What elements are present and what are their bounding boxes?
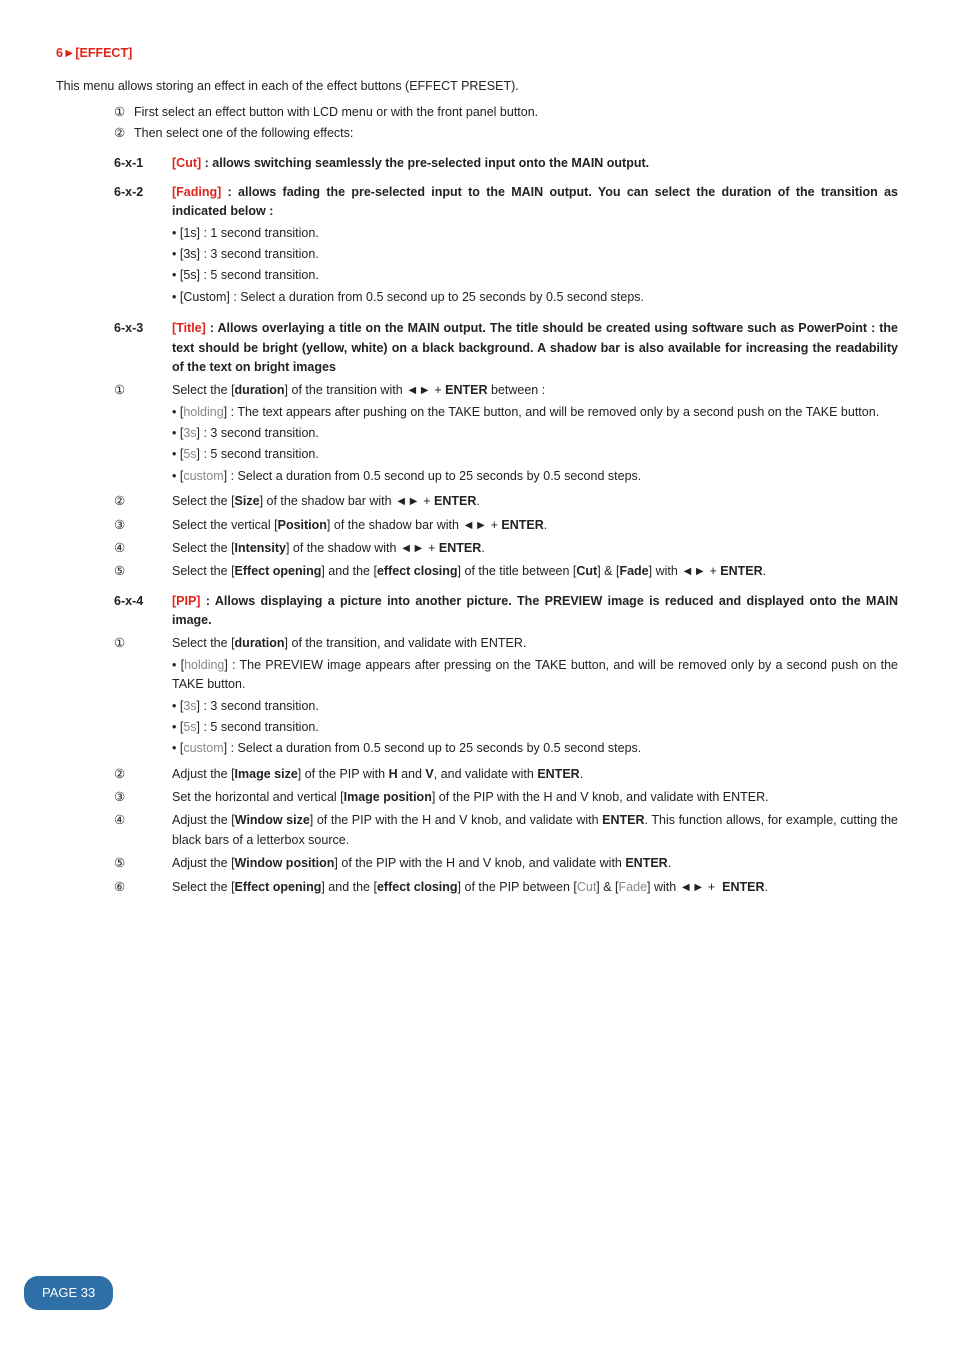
t-s1-mid: ] of the transition with ◄► + (285, 383, 446, 397)
page-badge: PAGE 33 (24, 1276, 113, 1310)
title-key: 6-x-3 (114, 319, 172, 377)
t-b2: • [3s] : 3 second transition. (172, 424, 898, 443)
pip-step3-num: ③ (114, 788, 172, 807)
top-step-list: ①First select an effect button with LCD … (56, 103, 898, 144)
title-title: [Title] (172, 321, 206, 335)
title-step5-num: ⑤ (114, 562, 172, 581)
title-step1-num: ① (114, 381, 172, 488)
t-s1-enter: ENTER (445, 383, 487, 397)
pip-key: 6-x-4 (114, 592, 172, 631)
pip-step3: ③ Set the horizontal and vertical [Image… (56, 788, 898, 807)
pip-step4-num: ④ (114, 811, 172, 850)
fading-body: : allows fading the pre-selected input t… (172, 185, 898, 218)
subsection-fading: 6-x-2 [Fading] : allows fading the pre-s… (56, 183, 898, 309)
subsection-pip: 6-x-4 [PIP] : Allows displaying a pictur… (56, 592, 898, 631)
fading-b2: • [3s] : 3 second transition. (172, 245, 898, 264)
circled-2: ② (114, 124, 134, 143)
circled-1: ① (114, 103, 134, 122)
top-step-1: First select an effect button with LCD m… (134, 103, 538, 122)
intro-text: This menu allows storing an effect in ea… (56, 77, 898, 96)
title-step3-num: ③ (114, 516, 172, 535)
title-step5: ⑤ Select the [Effect opening] and the [e… (56, 562, 898, 581)
t-s1-post: between : (488, 383, 546, 397)
pip-step4: ④ Adjust the [Window size] of the PIP wi… (56, 811, 898, 850)
title-step2-num: ② (114, 492, 172, 511)
cut-title: [Cut] (172, 156, 201, 170)
pip-step6: ⑥ Select the [Effect opening] and the [e… (56, 878, 898, 897)
pip-step2-num: ② (114, 765, 172, 784)
top-step-2: Then select one of the following effects… (134, 124, 353, 143)
title-step1: ① Select the [duration] of the transitio… (56, 381, 898, 488)
fading-b4: • [Custom] : Select a duration from 0.5 … (172, 288, 898, 307)
fading-b3: • [5s] : 5 second transition. (172, 266, 898, 285)
section-heading: 6►[EFFECT] (56, 44, 898, 63)
subsection-title: 6-x-3 [Title] : Allows overlaying a titl… (56, 319, 898, 377)
pip-title: [PIP] (172, 594, 200, 608)
title-body: : Allows overlaying a title on the MAIN … (172, 321, 898, 374)
t-s1-bold: duration (235, 383, 285, 397)
p-b4: • [custom] : Select a duration from 0.5 … (172, 739, 898, 758)
pip-step1: ① Select the [duration] of the transitio… (56, 634, 898, 760)
cut-colon: : allows switching seamlessly the pre-se… (201, 156, 649, 170)
pip-step1-num: ① (114, 634, 172, 760)
pip-step5-num: ⑤ (114, 854, 172, 873)
t-b1: • [holding] : The text appears after pus… (172, 403, 898, 422)
cut-key: 6-x-1 (114, 154, 172, 173)
p-b3: • [5s] : 5 second transition. (172, 718, 898, 737)
fading-title: [Fading] (172, 185, 221, 199)
t-b4: • [custom] : Select a duration from 0.5 … (172, 467, 898, 486)
pip-step5: ⑤ Adjust the [Window position] of the PI… (56, 854, 898, 873)
p-b2: • [3s] : 3 second transition. (172, 697, 898, 716)
p-b1: • [holding] : The PREVIEW image appears … (172, 656, 898, 695)
fading-b1: • [1s] : 1 second transition. (172, 224, 898, 243)
subsection-cut: 6-x-1 [Cut] : allows switching seamlessl… (56, 154, 898, 173)
pip-body: : Allows displaying a picture into anoth… (172, 594, 898, 627)
pip-step2: ② Adjust the [Image size] of the PIP wit… (56, 765, 898, 784)
title-step4-num: ④ (114, 539, 172, 558)
t-b3: • [5s] : 5 second transition. (172, 445, 898, 464)
title-step3: ③ Select the vertical [Position] of the … (56, 516, 898, 535)
t-s1-pre: Select the [ (172, 383, 235, 397)
title-step4: ④ Select the [Intensity] of the shadow w… (56, 539, 898, 558)
fading-key: 6-x-2 (114, 183, 172, 309)
pip-step6-num: ⑥ (114, 878, 172, 897)
title-step2: ② Select the [Size] of the shadow bar wi… (56, 492, 898, 511)
